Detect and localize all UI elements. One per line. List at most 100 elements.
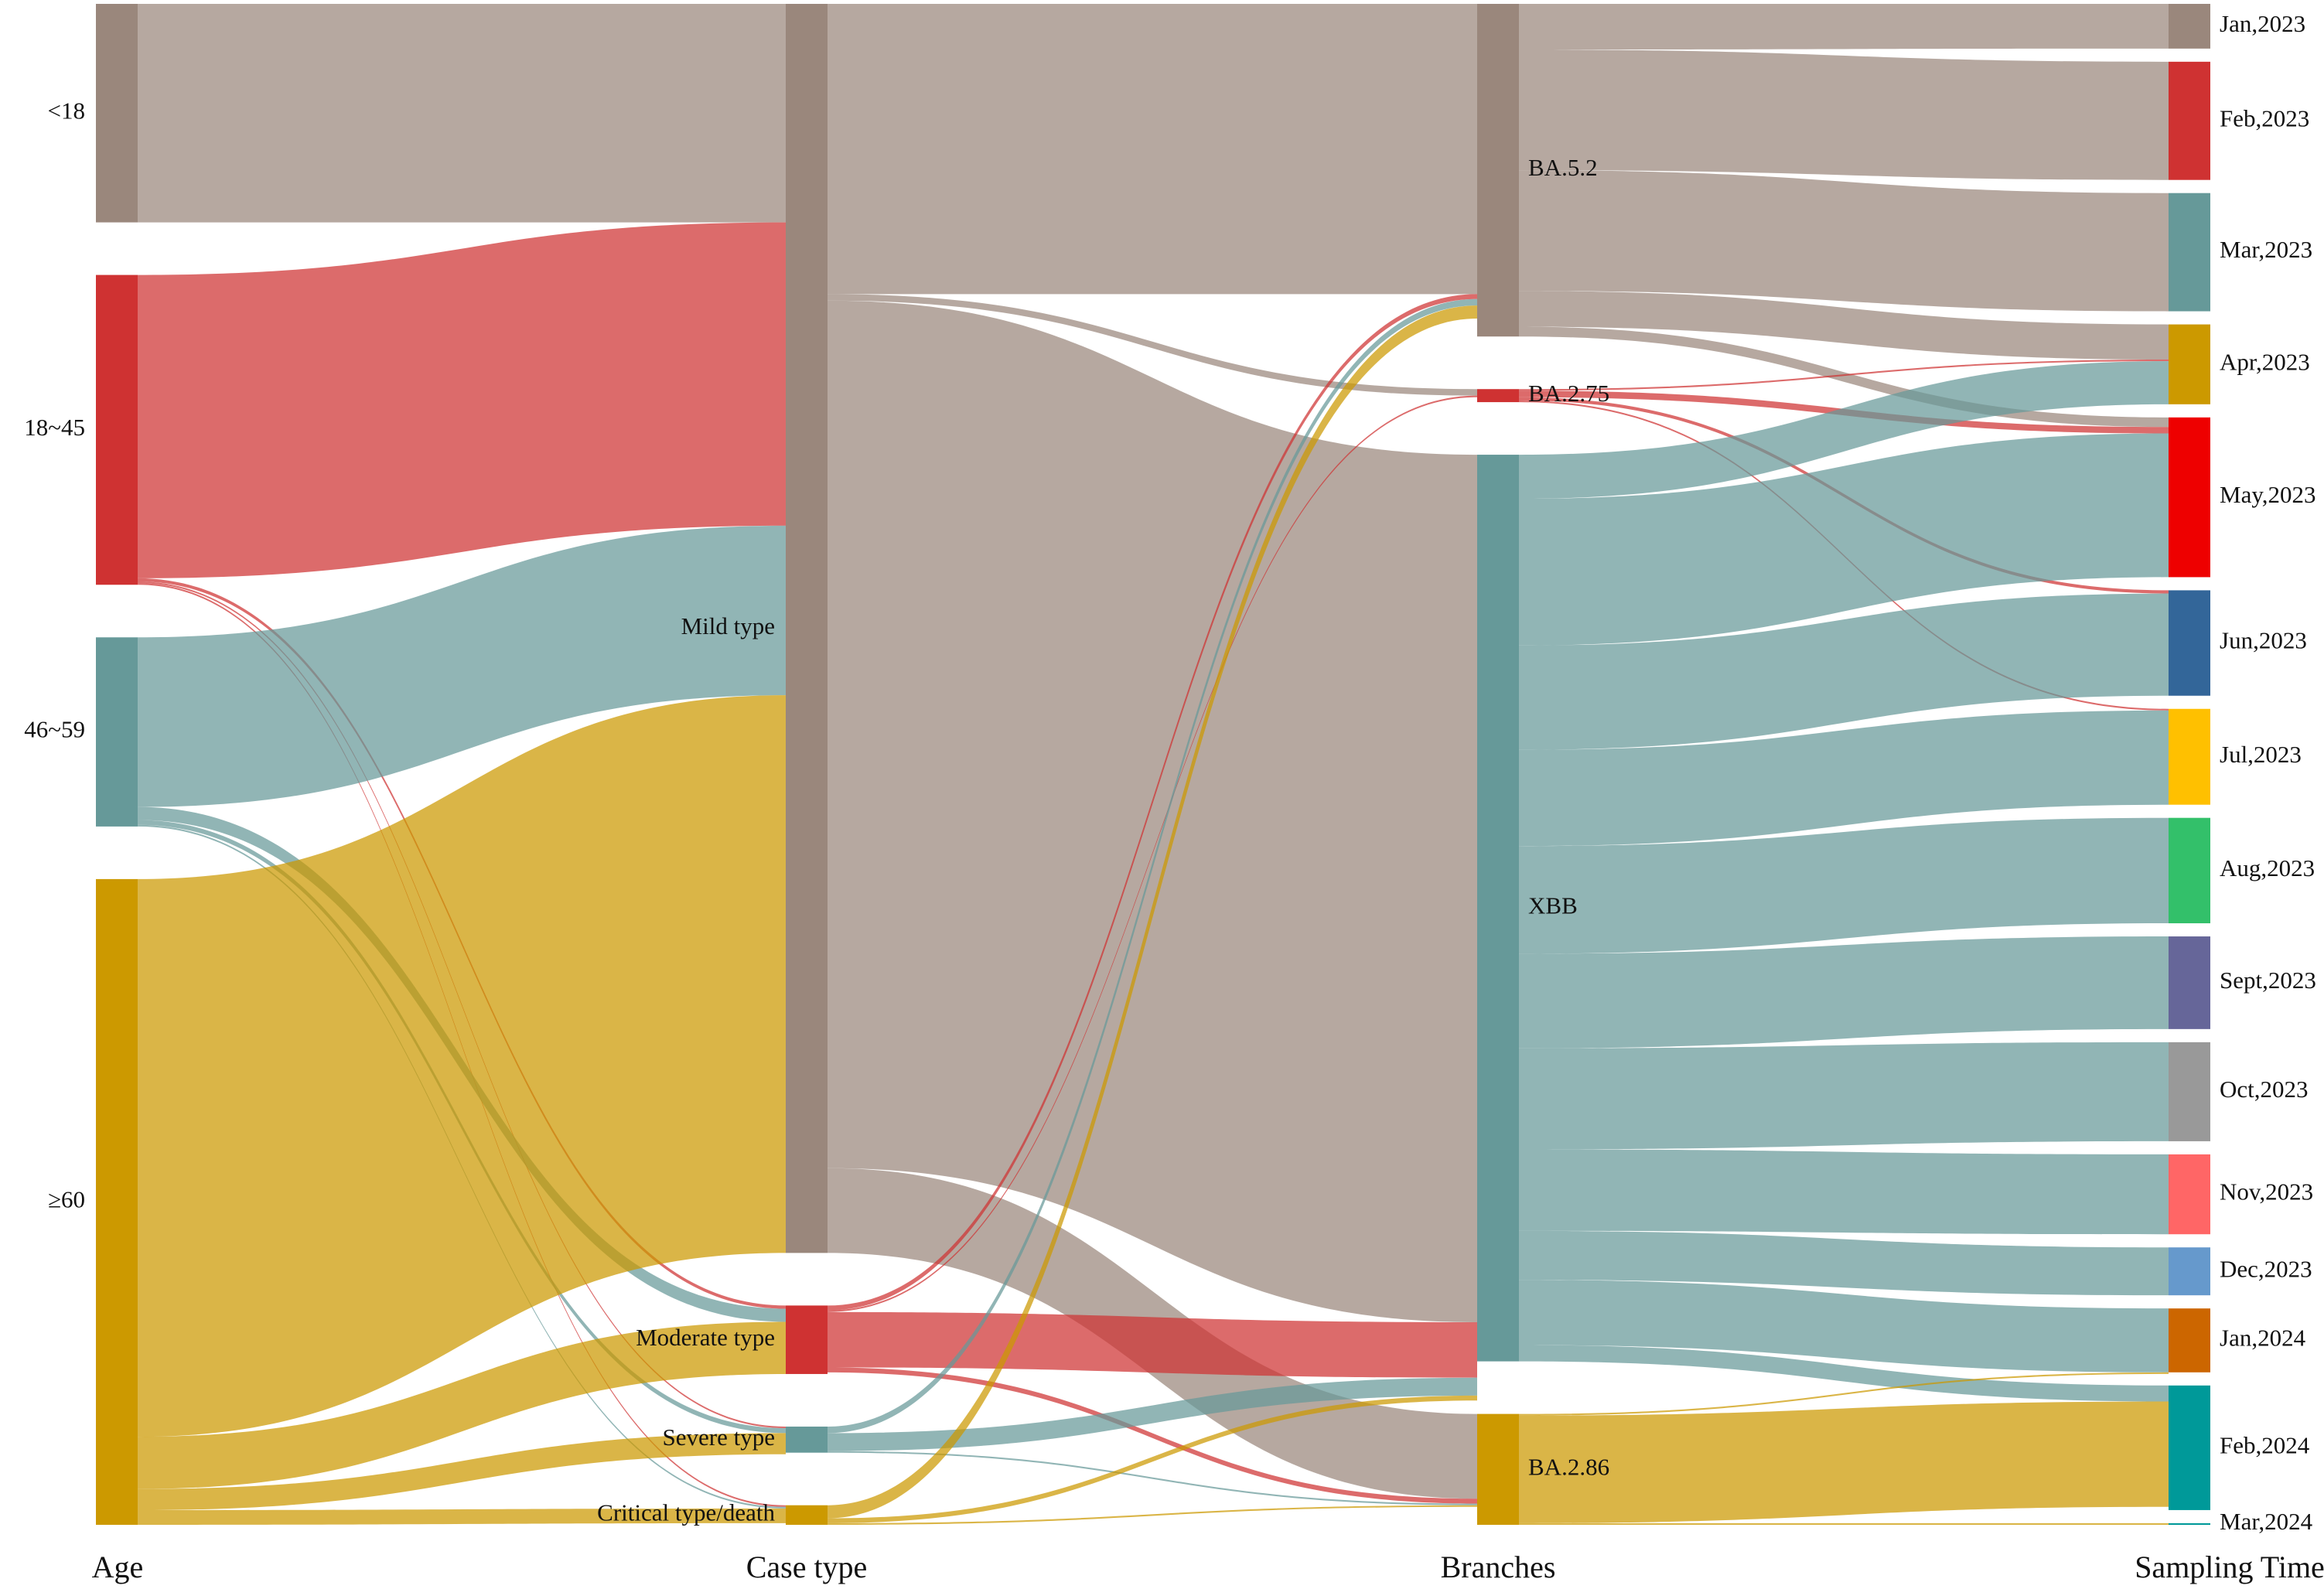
column-label-branches: Branches (1441, 1550, 1556, 1584)
sankey-link-ba286-to-mar24 (1519, 1523, 2169, 1525)
sankey-node-mar23 (2169, 193, 2210, 312)
sankey-node-label-ba275: BA.2.75 (1528, 380, 1609, 407)
sankey-link-xbb-to-apr23 (1519, 361, 2169, 500)
sankey-node-lt18 (96, 4, 138, 223)
sankey-node-feb23 (2169, 61, 2210, 180)
sankey-link-xbb-to-oct23 (1519, 1042, 2169, 1150)
sankey-node-aug23 (2169, 817, 2210, 924)
sankey-node-jul23 (2169, 708, 2210, 805)
sankey-node-label-may23: May,2023 (2220, 481, 2316, 508)
sankey-node-may23 (2169, 417, 2210, 578)
sankey-node-label-ge60: ≥60 (48, 1186, 85, 1213)
sankey-node-label-ba52: BA.5.2 (1528, 154, 1598, 181)
sankey-node-label-severe: Severe type (663, 1424, 775, 1451)
sankey-link-mild-to-ba52 (828, 4, 1477, 295)
sankey-link-lt18-to-mild (138, 4, 786, 223)
sankey-node-label-mar23: Mar,2023 (2220, 236, 2312, 263)
sankey-node-label-jan24: Jan,2024 (2220, 1325, 2306, 1352)
sankey-node-label-feb24: Feb,2024 (2220, 1431, 2310, 1458)
sankey-node-jan24 (2169, 1308, 2210, 1372)
sankey-link-ba286-to-feb24 (1519, 1401, 2169, 1523)
sankey-link-mild-to-xbb (828, 300, 1477, 1322)
sankey-link-xbb-to-dec23 (1519, 1230, 2169, 1296)
sankey-node-oct23 (2169, 1042, 2210, 1141)
sankey-node-label-apr23: Apr,2023 (2220, 348, 2310, 375)
sankey-link-xbb-to-nov23 (1519, 1149, 2169, 1235)
sankey-node-label-feb23: Feb,2023 (2220, 104, 2309, 131)
sankey-link-critical-to-ba52 (828, 305, 1477, 1519)
sankey-node-label-a18_45: 18~45 (24, 414, 85, 441)
sankey-node-label-jun23: Jun,2023 (2220, 627, 2307, 654)
sankey-node-ba52 (1477, 4, 1519, 337)
sankey-link-moderate-to-xbb (828, 1311, 1477, 1378)
sankey-node-label-dec23: Dec,2023 (2220, 1255, 2312, 1282)
sankey-link-moderate-to-ba275 (828, 395, 1477, 1312)
sankey-link-a46_59-to-mild (138, 525, 786, 807)
sankey-link-xbb-to-jul23 (1519, 710, 2169, 847)
sankey-node-label-sept23: Sept,2023 (2220, 967, 2316, 994)
sankey-link-ge60-to-moderate (138, 1321, 786, 1489)
sankey-node-label-moderate: Moderate type (636, 1324, 775, 1351)
sankey-node-sept23 (2169, 936, 2210, 1029)
sankey-link-ba286-to-jan24 (1519, 1372, 2169, 1416)
sankey-node-label-mar24: Mar,2024 (2220, 1508, 2313, 1535)
sankey-node-label-jul23: Jul,2023 (2220, 741, 2302, 768)
column-label-age: Age (92, 1550, 144, 1584)
column-axis-labels: Age Case type Branches Sampling Time (92, 1550, 2324, 1584)
sankey-node-label-a46_59: 46~59 (24, 716, 85, 743)
sankey-node-mar24 (2169, 1523, 2210, 1525)
sankey-node-label-nov23: Nov,2023 (2220, 1178, 2313, 1205)
column-label-sampling-time: Sampling Time (2135, 1550, 2324, 1584)
sankey-link-xbb-to-jan24 (1519, 1280, 2169, 1372)
sankey-link-ba52-to-feb23 (1519, 49, 2169, 180)
sankey-node-label-mild: Mild type (681, 612, 775, 639)
sankey-links (138, 4, 2169, 1525)
sankey-node-mild (786, 4, 828, 1253)
sankey-node-a46_59 (96, 637, 138, 827)
sankey-node-feb24 (2169, 1385, 2210, 1510)
sankey-link-severe-to-ba286 (828, 1451, 1477, 1505)
sankey-link-xbb-to-jun23 (1519, 593, 2169, 750)
sankey-link-xbb-to-may23 (1519, 433, 2169, 646)
sankey-link-ge60-to-severe (138, 1433, 786, 1511)
sankey-link-ba52-to-mar23 (1519, 170, 2169, 312)
sankey-nodes (96, 4, 2210, 1525)
sankey-node-jan23 (2169, 4, 2210, 49)
sankey-node-dec23 (2169, 1247, 2210, 1296)
sankey-node-critical (786, 1505, 828, 1525)
sankey-link-mild-to-ba275 (828, 294, 1477, 396)
sankey-node-label-oct23: Oct,2023 (2220, 1076, 2309, 1103)
sankey-node-label-critical: Critical type/death (597, 1499, 775, 1526)
sankey-link-xbb-to-feb24 (1519, 1345, 2169, 1402)
sankey-node-a18_45 (96, 274, 138, 585)
sankey-link-ba52-to-apr23 (1519, 291, 2169, 360)
sankey-node-ge60 (96, 878, 138, 1525)
sankey-node-ba286 (1477, 1413, 1519, 1525)
sankey-link-moderate-to-ba52 (828, 294, 1477, 1311)
sankey-node-label-aug23: Aug,2023 (2220, 854, 2315, 881)
sankey-link-xbb-to-aug23 (1519, 817, 2169, 954)
sankey-link-a18_45-to-mild (138, 222, 786, 578)
sankey-link-ba52-to-may23 (1519, 326, 2169, 428)
sankey-link-severe-to-ba52 (828, 298, 1477, 1434)
sankey-node-labels: <18 18~45 46~59 ≥60 Mild type Moderate type Se… (24, 10, 2316, 1535)
sankey-node-label-xbb: XBB (1528, 892, 1578, 919)
sankey-node-ba275 (1477, 389, 1519, 403)
sankey-node-jun23 (2169, 590, 2210, 696)
sankey-link-severe-to-xbb (828, 1377, 1477, 1451)
sankey-node-label-ba286: BA.2.86 (1528, 1453, 1609, 1480)
sankey-link-ge60-to-mild (138, 695, 786, 1437)
sankey-link-critical-to-xbb (828, 1395, 1477, 1523)
sankey-node-label-jan23: Jan,2023 (2220, 10, 2305, 37)
sankey-link-ba52-to-jan23 (1519, 4, 2169, 50)
sankey-node-severe (786, 1426, 828, 1453)
sankey-node-moderate (786, 1305, 828, 1374)
sankey-node-label-lt18: <18 (48, 97, 85, 124)
sankey-link-ba275-to-apr23 (1519, 360, 2169, 391)
sankey-node-xbb (1477, 455, 1519, 1362)
sankey-link-xbb-to-sept23 (1519, 936, 2169, 1049)
sankey-link-critical-to-ba286 (828, 1505, 1477, 1525)
sankey-node-nov23 (2169, 1154, 2210, 1235)
column-label-case-type: Case type (746, 1550, 868, 1584)
